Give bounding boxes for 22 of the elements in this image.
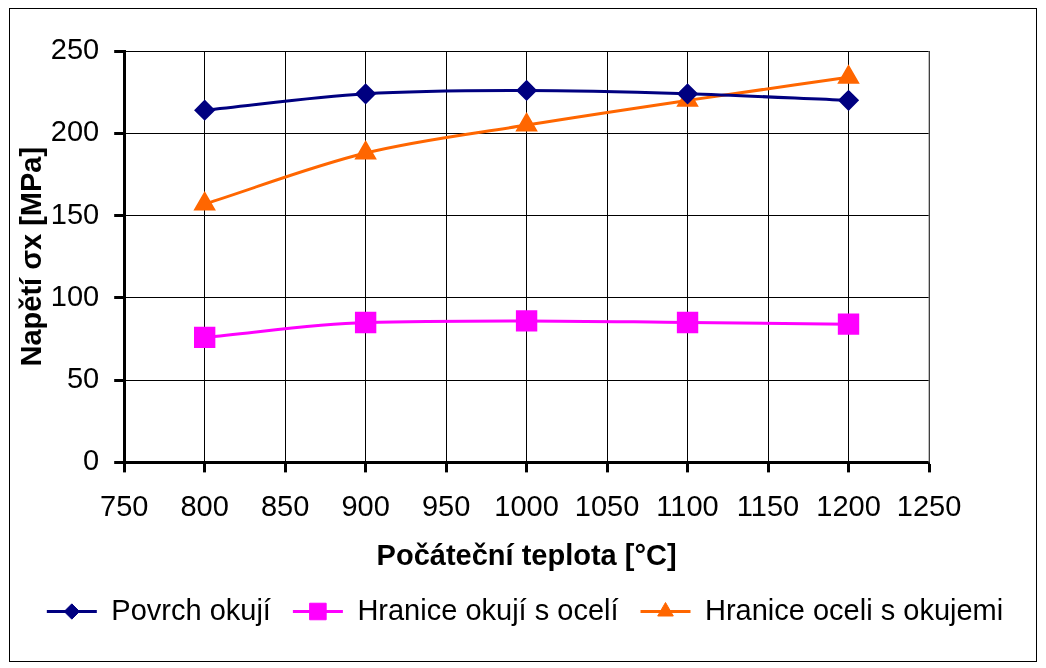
x-axis-title: Počáteční teplota [°C] — [376, 538, 677, 571]
x-tick-label: 1200 — [816, 489, 881, 522]
x-tick-label: 850 — [260, 489, 310, 522]
x-tick-label: 1150 — [736, 489, 800, 522]
y-tick-label: 200 — [50, 115, 100, 148]
y-tick-label: 100 — [50, 279, 100, 312]
x-tick-label: 950 — [421, 489, 471, 522]
x-tick-label: 900 — [341, 489, 390, 522]
y-tick-label: 0 — [83, 444, 100, 477]
y-axis-title: Napětí σx [MPa] — [15, 146, 48, 367]
x-tick-label: 1050 — [574, 489, 640, 522]
legend-label: Povrch okují — [111, 593, 271, 626]
y-tick-label: 250 — [50, 33, 100, 65]
x-tick-label: 1000 — [494, 489, 559, 522]
x-tick-label: 800 — [180, 489, 229, 522]
y-tick-label: 50 — [66, 362, 100, 395]
x-tick-label: 1250 — [896, 489, 962, 522]
legend-label: Hranice oceli s okujemi — [705, 593, 1004, 626]
x-tick-label: 1100 — [656, 489, 719, 522]
x-tick-label: 750 — [99, 489, 149, 522]
legend-label: Hranice okují s ocelí — [357, 593, 619, 626]
y-tick-label: 150 — [50, 197, 100, 230]
